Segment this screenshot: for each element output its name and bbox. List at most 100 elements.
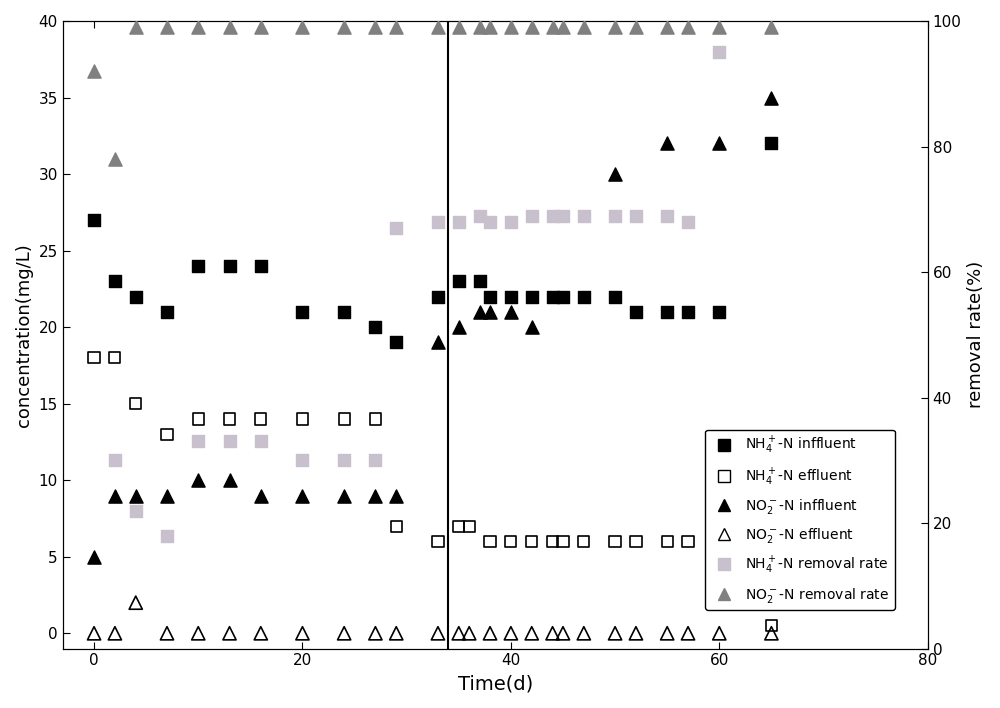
NH4⁺-N removal rate (128, 505, 144, 516)
NH4⁺-N effluent (524, 536, 540, 547)
NO2⁻-N removal rate (294, 22, 310, 33)
NO2⁻-N removal rate (451, 22, 467, 33)
NH4⁺-N inffluent (336, 306, 352, 317)
NO2⁻-N removal rate (128, 22, 144, 33)
NH4⁺-N inffluent (628, 306, 644, 317)
NO2⁻-N removal rate (367, 22, 383, 33)
NO2⁻-N effluent (128, 597, 144, 608)
NO2⁻-N removal rate (545, 22, 561, 33)
NO2⁻-N removal rate (159, 22, 175, 33)
NO2⁻-N removal rate (222, 22, 238, 33)
NH4⁺-N effluent (680, 536, 696, 547)
NH4⁺-N inffluent (128, 291, 144, 302)
NH4⁺-N removal rate (253, 436, 269, 447)
NH4⁺-N removal rate (107, 455, 123, 466)
NO2⁻-N effluent (711, 627, 727, 639)
NH4⁺-N inffluent (659, 306, 675, 317)
NO2⁻-N effluent (545, 627, 561, 639)
NH4⁺-N effluent (711, 536, 727, 547)
NO2⁻-N inffluent (659, 138, 675, 149)
NH4⁺-N inffluent (472, 275, 488, 287)
NO2⁻-N inffluent (367, 490, 383, 501)
NO2⁻-N effluent (107, 627, 123, 639)
NO2⁻-N inffluent (222, 474, 238, 486)
NO2⁻-N inffluent (336, 490, 352, 501)
NO2⁻-N inffluent (159, 490, 175, 501)
NH4⁺-N removal rate (294, 455, 310, 466)
NH4⁺-N effluent (482, 536, 498, 547)
NH4⁺-N inffluent (253, 261, 269, 272)
NH4⁺-N inffluent (680, 306, 696, 317)
NO2⁻-N removal rate (430, 22, 446, 33)
NO2⁻-N inffluent (451, 321, 467, 333)
NH4⁺-N removal rate (524, 210, 540, 221)
NH4⁺-N inffluent (159, 306, 175, 317)
NH4⁺-N removal rate (336, 455, 352, 466)
NH4⁺-N effluent (607, 536, 623, 547)
NH4⁺-N inffluent (711, 306, 727, 317)
NH4⁺-N removal rate (451, 216, 467, 227)
NH4⁺-N removal rate (222, 436, 238, 447)
NO2⁻-N inffluent (482, 306, 498, 317)
NH4⁺-N effluent (388, 520, 404, 532)
NH4⁺-N removal rate (159, 530, 175, 542)
NH4⁺-N inffluent (294, 306, 310, 317)
NH4⁺-N effluent (128, 398, 144, 409)
NH4⁺-N effluent (159, 428, 175, 440)
NO2⁻-N removal rate (607, 22, 623, 33)
NH4⁺-N removal rate (482, 216, 498, 227)
NO2⁻-N effluent (607, 627, 623, 639)
NH4⁺-N removal rate (680, 216, 696, 227)
NO2⁻-N removal rate (503, 22, 519, 33)
NH4⁺-N effluent (503, 536, 519, 547)
NO2⁻-N removal rate (576, 22, 592, 33)
NH4⁺-N effluent (190, 413, 206, 425)
NH4⁺-N removal rate (607, 210, 623, 221)
NO2⁻-N removal rate (680, 22, 696, 33)
NO2⁻-N effluent (482, 627, 498, 639)
NO2⁻-N removal rate (555, 22, 571, 33)
NO2⁻-N effluent (367, 627, 383, 639)
NH4⁺-N effluent (461, 520, 477, 532)
NH4⁺-N inffluent (555, 291, 571, 302)
NH4⁺-N inffluent (482, 291, 498, 302)
NO2⁻-N effluent (451, 627, 467, 639)
NO2⁻-N inffluent (763, 92, 779, 103)
NO2⁻-N removal rate (86, 66, 102, 77)
NH4⁺-N effluent (294, 413, 310, 425)
X-axis label: Time(d): Time(d) (458, 674, 533, 693)
NO2⁻-N effluent (430, 627, 446, 639)
NO2⁻-N removal rate (472, 22, 488, 33)
NH4⁺-N removal rate (711, 47, 727, 58)
Y-axis label: concentration(mg/L): concentration(mg/L) (15, 243, 33, 427)
NO2⁻-N effluent (336, 627, 352, 639)
NO2⁻-N inffluent (253, 490, 269, 501)
NH4⁺-N effluent (107, 352, 123, 363)
NO2⁻-N removal rate (336, 22, 352, 33)
NO2⁻-N removal rate (524, 22, 540, 33)
NH4⁺-N removal rate (628, 210, 644, 221)
NO2⁻-N inffluent (524, 321, 540, 333)
NO2⁻-N effluent (628, 627, 644, 639)
NO2⁻-N removal rate (628, 22, 644, 33)
NH4⁺-N removal rate (367, 455, 383, 466)
NH4⁺-N effluent (628, 536, 644, 547)
NH4⁺-N effluent (253, 413, 269, 425)
NO2⁻-N effluent (524, 627, 540, 639)
NO2⁻-N inffluent (503, 306, 519, 317)
NH4⁺-N removal rate (430, 216, 446, 227)
NO2⁻-N inffluent (430, 337, 446, 348)
NO2⁻-N inffluent (190, 474, 206, 486)
NH4⁺-N inffluent (222, 261, 238, 272)
NO2⁻-N effluent (763, 627, 779, 639)
NH4⁺-N effluent (367, 413, 383, 425)
NO2⁻-N inffluent (711, 138, 727, 149)
NH4⁺-N effluent (545, 536, 561, 547)
NH4⁺-N inffluent (763, 138, 779, 149)
NH4⁺-N effluent (430, 536, 446, 547)
NO2⁻-N removal rate (659, 22, 675, 33)
NO2⁻-N effluent (86, 627, 102, 639)
NH4⁺-N inffluent (430, 291, 446, 302)
NH4⁺-N removal rate (190, 436, 206, 447)
NO2⁻-N removal rate (388, 22, 404, 33)
